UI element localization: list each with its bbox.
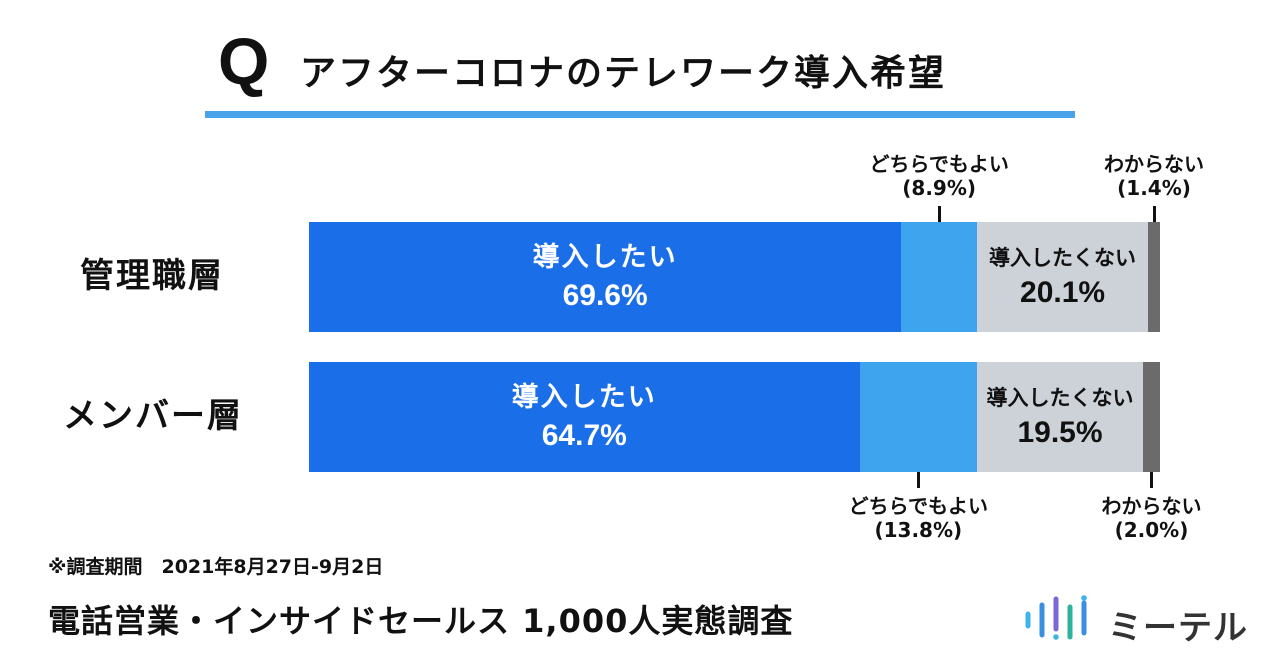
callout-name: わからない xyxy=(1104,152,1205,176)
callout-tick xyxy=(916,472,920,488)
callout-label: わからない (2.0%) xyxy=(1101,494,1201,542)
callout-tick xyxy=(937,206,941,222)
logo-wordmark: ミーテル xyxy=(1108,608,1248,648)
callout-value: (2.0%) xyxy=(1114,518,1189,542)
bar-segment xyxy=(901,222,978,332)
bar-segment xyxy=(859,362,978,472)
callout-value: (1.4%) xyxy=(1117,176,1191,200)
bar-segment xyxy=(1142,362,1160,472)
data-label-value: 69.6% xyxy=(562,279,648,313)
callout-value: (13.8%) xyxy=(874,518,963,542)
callout-name: どちらでもよい xyxy=(848,494,989,518)
callout-value: (8.9%) xyxy=(902,176,977,200)
data-label: 導入したくない 20.1% xyxy=(977,246,1148,311)
title-underline xyxy=(205,111,1075,118)
data-label: 導入したくない 19.5% xyxy=(977,386,1143,451)
data-label-name: 導入したくない xyxy=(989,246,1137,270)
data-label-value: 64.7% xyxy=(541,419,627,453)
callout-name: わからない xyxy=(1101,494,1202,518)
data-label-name: 導入したい xyxy=(511,382,657,413)
callout-name: どちらでもよい xyxy=(869,152,1009,176)
bar-segment xyxy=(977,222,1149,332)
footer-survey-title: 電話営業・インサイドセールス 1,000人実態調査 xyxy=(48,602,794,640)
bar-segment xyxy=(309,362,860,472)
title-q: Q xyxy=(218,24,270,98)
callout-tick xyxy=(1152,206,1156,222)
audio-wave-icon xyxy=(1025,595,1087,640)
category-label: メンバー層 xyxy=(63,396,243,436)
data-label-name: 導入したい xyxy=(532,242,678,273)
bar-segment xyxy=(977,362,1143,472)
callout-label: どちらでもよい (13.8%) xyxy=(849,494,988,542)
bar-segment xyxy=(1148,222,1160,332)
survey-period-note: ※調査期間 2021年8月27日-9月2日 xyxy=(48,556,384,578)
category-label: 管理職層 xyxy=(80,256,224,296)
data-label-value: 19.5% xyxy=(1017,416,1103,450)
callout-label: どちらでもよい (8.9%) xyxy=(869,152,1008,200)
data-label-name: 導入したくない xyxy=(986,386,1134,410)
callout-label: わからない (1.4%) xyxy=(1104,152,1204,200)
data-label: 導入したい 64.7% xyxy=(309,382,860,454)
chart-title: アフターコロナのテレワーク導入希望 xyxy=(300,53,947,94)
callout-tick xyxy=(1149,472,1153,488)
data-label: 導入したい 69.6% xyxy=(309,242,901,314)
bar-segment xyxy=(309,222,902,332)
data-label-value: 20.1% xyxy=(1020,276,1106,310)
